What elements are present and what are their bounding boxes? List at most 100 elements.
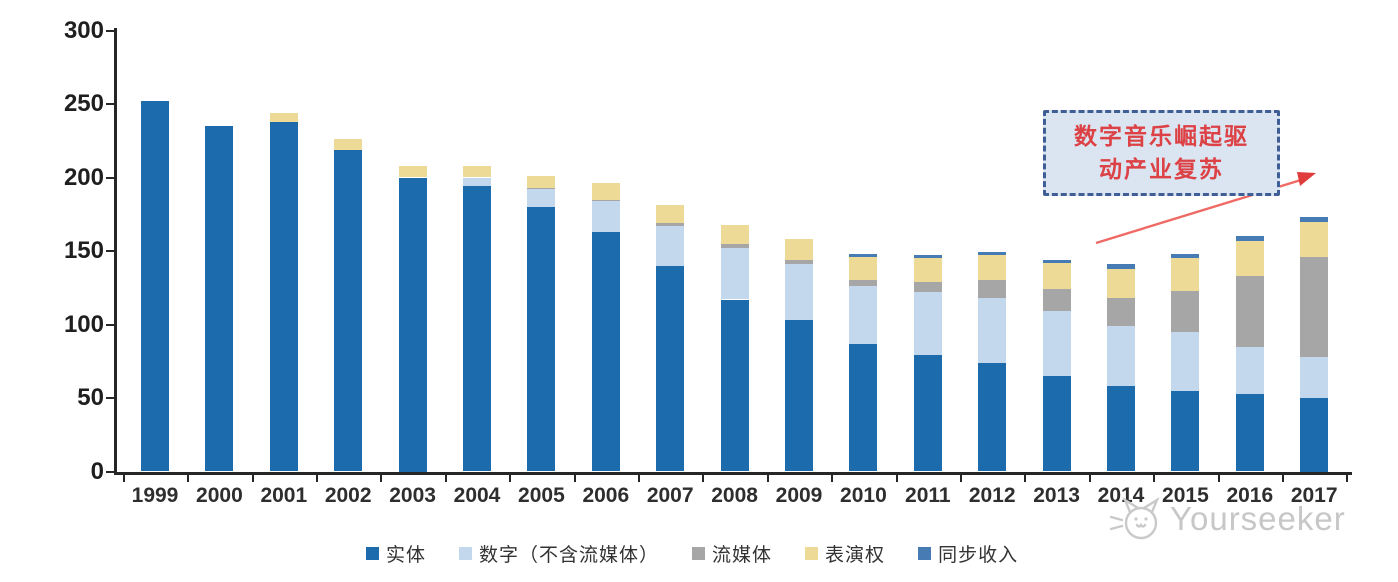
y-tick-label: 150 [63, 237, 104, 264]
bar-segment-2005 [527, 187, 556, 190]
bar-segment-2010 [849, 286, 878, 344]
bar-segment-2017 [1300, 356, 1329, 398]
bar-segment-2014 [1107, 264, 1135, 269]
bar-segment-2014 [1107, 298, 1135, 326]
bar-segment-2014 [1107, 386, 1135, 472]
bar-segment-2010 [849, 256, 878, 281]
bar-segment-2011 [913, 292, 942, 356]
x-axis-label: 2005 [518, 483, 565, 507]
bar-segment-2002 [334, 149, 363, 472]
bar-segment-2013 [1042, 289, 1071, 312]
bar-segment-2010 [849, 253, 878, 257]
legend-label: 数字（不含流媒体） [479, 545, 660, 566]
x-axis-label: 2001 [260, 483, 308, 507]
legend-item: 流媒体 [692, 540, 772, 567]
legend-label: 实体 [386, 545, 427, 566]
x-axis-label: 2015 [1162, 483, 1209, 507]
x-axis-label: 2004 [453, 483, 501, 507]
x-tick [1217, 474, 1220, 482]
bar-segment-2013 [1042, 262, 1071, 290]
x-axis-label: 2003 [389, 483, 436, 507]
bar-segment-2016 [1235, 236, 1264, 241]
y-tick [106, 470, 114, 473]
x-tick [702, 474, 705, 482]
bar-segment-2007 [656, 226, 685, 266]
x-tick [1346, 474, 1349, 482]
y-tick-label: 0 [90, 457, 104, 485]
annotation-text-line2: 动产业复苏 [1099, 156, 1224, 182]
legend-item: 数字（不含流媒体） [459, 540, 659, 567]
x-tick [316, 474, 318, 482]
bar-segment-2013 [1042, 311, 1071, 376]
bar-segment-2004 [463, 165, 491, 178]
bar-segment-2008 [720, 299, 749, 472]
x-tick [380, 474, 383, 482]
x-axis [114, 471, 1352, 475]
y-tick [106, 397, 114, 399]
y-tick [106, 29, 114, 32]
legend: 实体 数字（不含流媒体） 流媒体 表演权 同步收入 [366, 540, 1018, 567]
x-tick [1153, 474, 1156, 482]
x-tick [444, 474, 447, 482]
x-tick [251, 474, 254, 482]
x-tick [960, 474, 962, 482]
bar-segment-2012 [978, 280, 1007, 299]
x-tick [1088, 474, 1091, 482]
bar-segment-2008 [720, 224, 749, 244]
legend-label: 同步收入 [938, 545, 1019, 566]
bar-segment-2016 [1235, 275, 1264, 347]
legend-swatch-icon [918, 547, 932, 560]
x-axis-label: 2012 [968, 483, 1016, 507]
bar-segment-2013 [1042, 375, 1071, 472]
bar-segment-1999 [141, 101, 169, 472]
bar-segment-2009 [785, 259, 813, 265]
legend-label: 表演权 [825, 545, 886, 566]
x-tick [638, 474, 640, 482]
bar-segment-2009 [785, 264, 813, 321]
bar-segment-2007 [656, 223, 685, 226]
bar-segment-2011 [913, 281, 942, 293]
x-axis-label: 2013 [1033, 483, 1080, 507]
bar-segment-2009 [785, 320, 813, 472]
bar-segment-2003 [398, 177, 427, 472]
x-tick [1024, 474, 1027, 482]
bar-segment-2017 [1300, 398, 1329, 472]
bar-segment-2006 [591, 201, 620, 232]
x-axis-label: 2002 [324, 483, 372, 507]
x-tick [509, 474, 512, 482]
x-axis-label: 2011 [905, 483, 951, 507]
legend-swatch-icon [805, 547, 819, 560]
y-tick [106, 103, 114, 105]
bar-segment-2005 [527, 206, 556, 472]
annotation-text-line1: 数字音乐崛起驱 [1074, 122, 1249, 149]
legend-swatch-icon [692, 547, 706, 560]
legend-label: 流媒体 [712, 545, 773, 566]
bar-segment-2003 [398, 165, 427, 178]
bar-segment-2015 [1171, 390, 1200, 472]
bar-segment-2008 [720, 243, 749, 249]
x-axis-label: 2000 [196, 483, 243, 507]
y-axis [114, 28, 117, 475]
x-axis-label: 2017 [1290, 483, 1338, 507]
x-axis-label: 2009 [775, 483, 823, 507]
bar-segment-2011 [913, 355, 942, 472]
bar-segment-2015 [1171, 258, 1200, 291]
bar-segment-2004 [463, 186, 491, 472]
x-axis-label: 2007 [646, 483, 694, 507]
bar-segment-2015 [1171, 253, 1200, 259]
x-tick [766, 474, 769, 482]
bar-segment-2017 [1300, 217, 1329, 222]
x-tick [573, 474, 576, 482]
x-tick [122, 474, 125, 482]
bar-segment-2005 [527, 189, 556, 207]
bar-segment-2017 [1300, 256, 1329, 357]
x-tick [1282, 474, 1284, 482]
y-tick [106, 176, 114, 179]
bar-segment-2015 [1171, 331, 1200, 391]
bar-segment-2001 [269, 112, 298, 122]
bar-segment-2017 [1300, 221, 1329, 257]
x-tick [895, 474, 898, 482]
bar-segment-2002 [334, 139, 363, 150]
x-axis-label: 2008 [711, 483, 758, 507]
y-tick-label: 200 [63, 163, 104, 191]
